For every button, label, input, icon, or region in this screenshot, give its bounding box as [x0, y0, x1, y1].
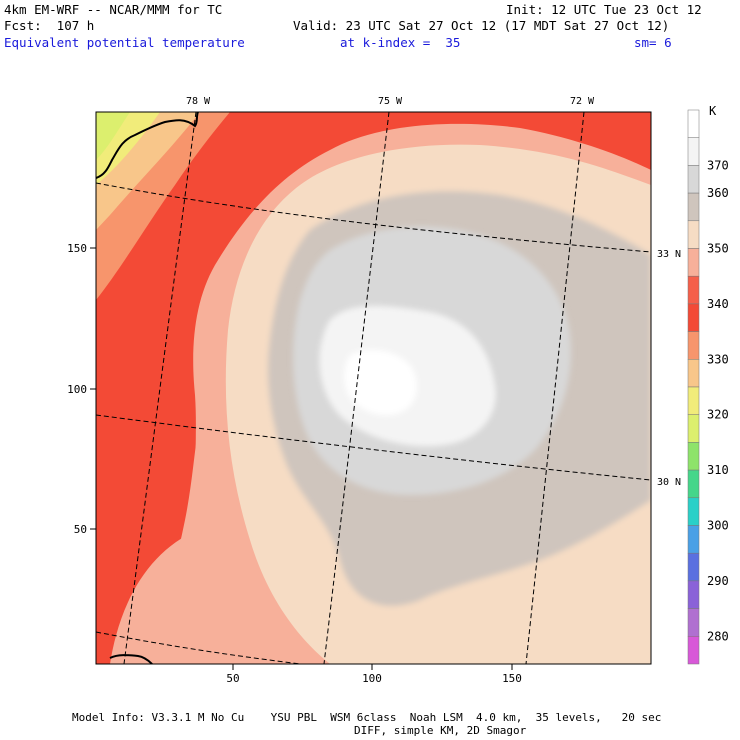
- colorbar-swatch: [687, 497, 700, 526]
- smoothing: sm= 6: [634, 35, 672, 50]
- forecast-hour: Fcst: 107 h: [4, 18, 95, 33]
- colorbar-label: 310: [707, 463, 729, 477]
- lon-label: 78 W: [186, 96, 211, 107]
- lat-label: 33 N: [657, 249, 681, 260]
- colorbar-swatch: [687, 442, 700, 471]
- colorbar-unit: K: [709, 104, 717, 118]
- colorbar: 370 360 350 340 330 320 310 300 290 280: [687, 109, 729, 665]
- equivalent-potential-temperature-field: [96, 112, 651, 664]
- y-axis: [90, 247, 96, 530]
- lon-label: 75 W: [378, 96, 403, 107]
- colorbar-label: 370: [707, 158, 729, 172]
- x-axis: [232, 664, 513, 670]
- colorbar-swatch: [687, 580, 700, 609]
- colorbar-swatch: [687, 109, 700, 138]
- colorbar-swatch: [687, 414, 700, 443]
- field-fill-nw-green: [96, 112, 130, 160]
- field-fill-salmon: [96, 112, 651, 664]
- colorbar-swatch: [687, 137, 700, 166]
- colorbar-swatch: [687, 636, 700, 665]
- colorbar-swatch: [687, 220, 700, 249]
- colorbar-label: 350: [707, 242, 729, 256]
- field-name: Equivalent potential temperature: [4, 35, 245, 50]
- model-info-diffusion: DIFF, simple KM, 2D Smagor: [354, 724, 527, 737]
- init-time: Init: 12 UTC Tue 23 Oct 12: [506, 2, 702, 17]
- colorbar-label: 340: [707, 297, 729, 311]
- colorbar-label: 320: [707, 408, 729, 422]
- model-info: Model Info: V3.3.1 M No Cu YSU PBL WSM 6…: [72, 711, 662, 724]
- colorbar-label: 280: [707, 629, 729, 643]
- model-title: 4km EM-WRF -- NCAR/MMM for TC: [4, 2, 223, 17]
- lat-lon-grid: [96, 112, 651, 664]
- field-fill-core: [344, 349, 417, 416]
- colorbar-swatch: [687, 331, 700, 360]
- colorbar-swatch: [687, 525, 700, 554]
- colorbar-swatch: [687, 386, 700, 415]
- colorbar-swatch: [687, 552, 700, 582]
- y-tick-label: 50: [74, 523, 87, 536]
- colorbar-swatch: [687, 303, 700, 332]
- colorbar-swatch: [687, 192, 700, 222]
- field-fill-orange: [96, 112, 300, 380]
- y-tick-label: 150: [67, 242, 87, 255]
- coastline: [96, 112, 199, 664]
- y-tick-label: 100: [67, 383, 87, 396]
- x-tick-label: 150: [502, 672, 522, 685]
- plot-frame: [95, 111, 652, 665]
- colorbar-label: 290: [707, 574, 729, 588]
- colorbar-swatch: [687, 608, 700, 637]
- colorbar-label: 300: [707, 519, 729, 533]
- colorbar-swatch: [687, 469, 700, 499]
- lat-label: 30 N: [657, 477, 681, 488]
- x-tick-label: 100: [362, 672, 382, 685]
- field-fill-salmon-west: [140, 430, 330, 664]
- lon-label: 72 W: [570, 96, 595, 107]
- valid-time: Valid: 23 UTC Sat 27 Oct 12 (17 MDT Sat …: [293, 18, 670, 33]
- colorbar-swatch: [687, 359, 700, 388]
- colorbar-swatch: [687, 275, 700, 305]
- colorbar-label: 360: [707, 186, 729, 200]
- colorbar-label: 330: [707, 352, 729, 366]
- k-index: at k-index = 35: [340, 35, 461, 50]
- x-tick-label: 50: [226, 672, 239, 685]
- colorbar-swatch: [687, 248, 700, 277]
- colorbar-swatch: [687, 165, 700, 194]
